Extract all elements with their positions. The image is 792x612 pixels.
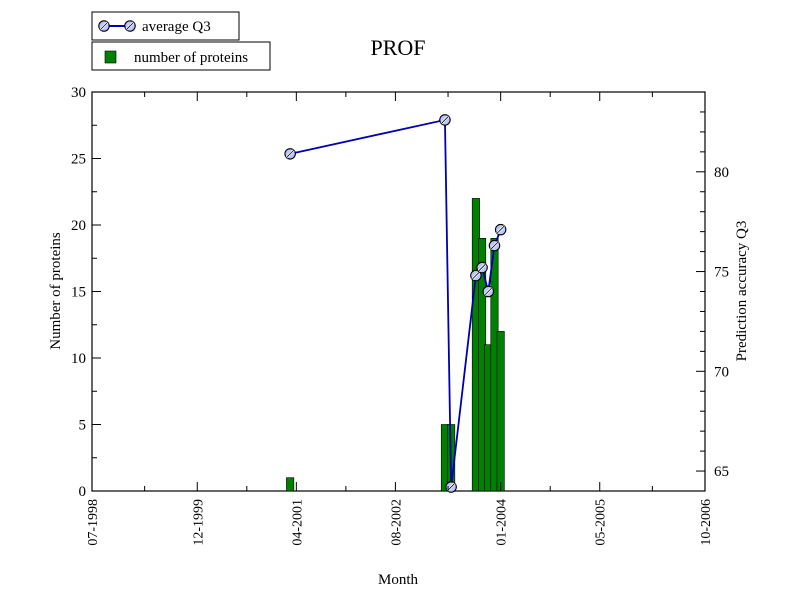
q3-point [445,481,457,493]
y-left-tick-label: 20 [71,218,86,234]
legend-q3-label: average Q3 [142,19,211,35]
bar [286,477,295,492]
legend-q3-marker-b [124,20,136,32]
y-right-tick-label: 80 [714,165,729,181]
y-axis-left-label: Number of proteins [48,232,64,350]
x-tick-label: 12-1999 [191,499,206,546]
x-tick-label: 01-2004 [495,499,510,546]
q3-point [476,261,488,274]
q3-point [439,114,451,126]
y-axis-right-label: Prediction accuracy Q3 [734,221,750,362]
legend-proteins-label: number of proteins [134,50,248,66]
x-tick-label: 07-1998 [86,499,101,546]
chart-title: PROF [370,35,425,60]
x-tick-label: 04-2001 [290,499,305,546]
axes: 07-1998 12-1999 04-2001 08-2002 01-2004 05-20… [71,85,729,546]
x-tick-label: 08-2002 [389,499,404,546]
q3-point [488,239,501,252]
bar-series [286,198,505,492]
legend-proteins-swatch [104,50,117,64]
q3-point [284,148,296,160]
q3-point [470,269,482,282]
y-right-tick-label: 70 [714,364,729,380]
bar [496,331,505,492]
y-left-tick-label: 10 [71,351,86,367]
y-left-tick-label: 25 [71,152,86,168]
y-left-tick-label: 5 [79,418,87,434]
legend-q3-marker-a [98,20,110,32]
y-right-tick-label: 75 [714,265,729,281]
x-axis-label: Month [378,572,419,588]
y-left-tick-label: 15 [71,285,86,301]
x-tick-label: 05-2005 [594,499,609,546]
legend: average Q3 number of proteins [91,11,271,71]
line-series [284,114,507,493]
q3-point [494,223,507,236]
plot-frame [91,91,706,492]
legend-box-proteins [91,41,271,71]
x-tick-label: 10-2006 [699,499,714,546]
q3-point [482,285,495,298]
y-left-tick-label: 0 [79,484,87,500]
y-left-tick-label: 30 [71,85,86,101]
y-right-tick-label: 65 [714,464,729,480]
q3-line [289,118,502,488]
